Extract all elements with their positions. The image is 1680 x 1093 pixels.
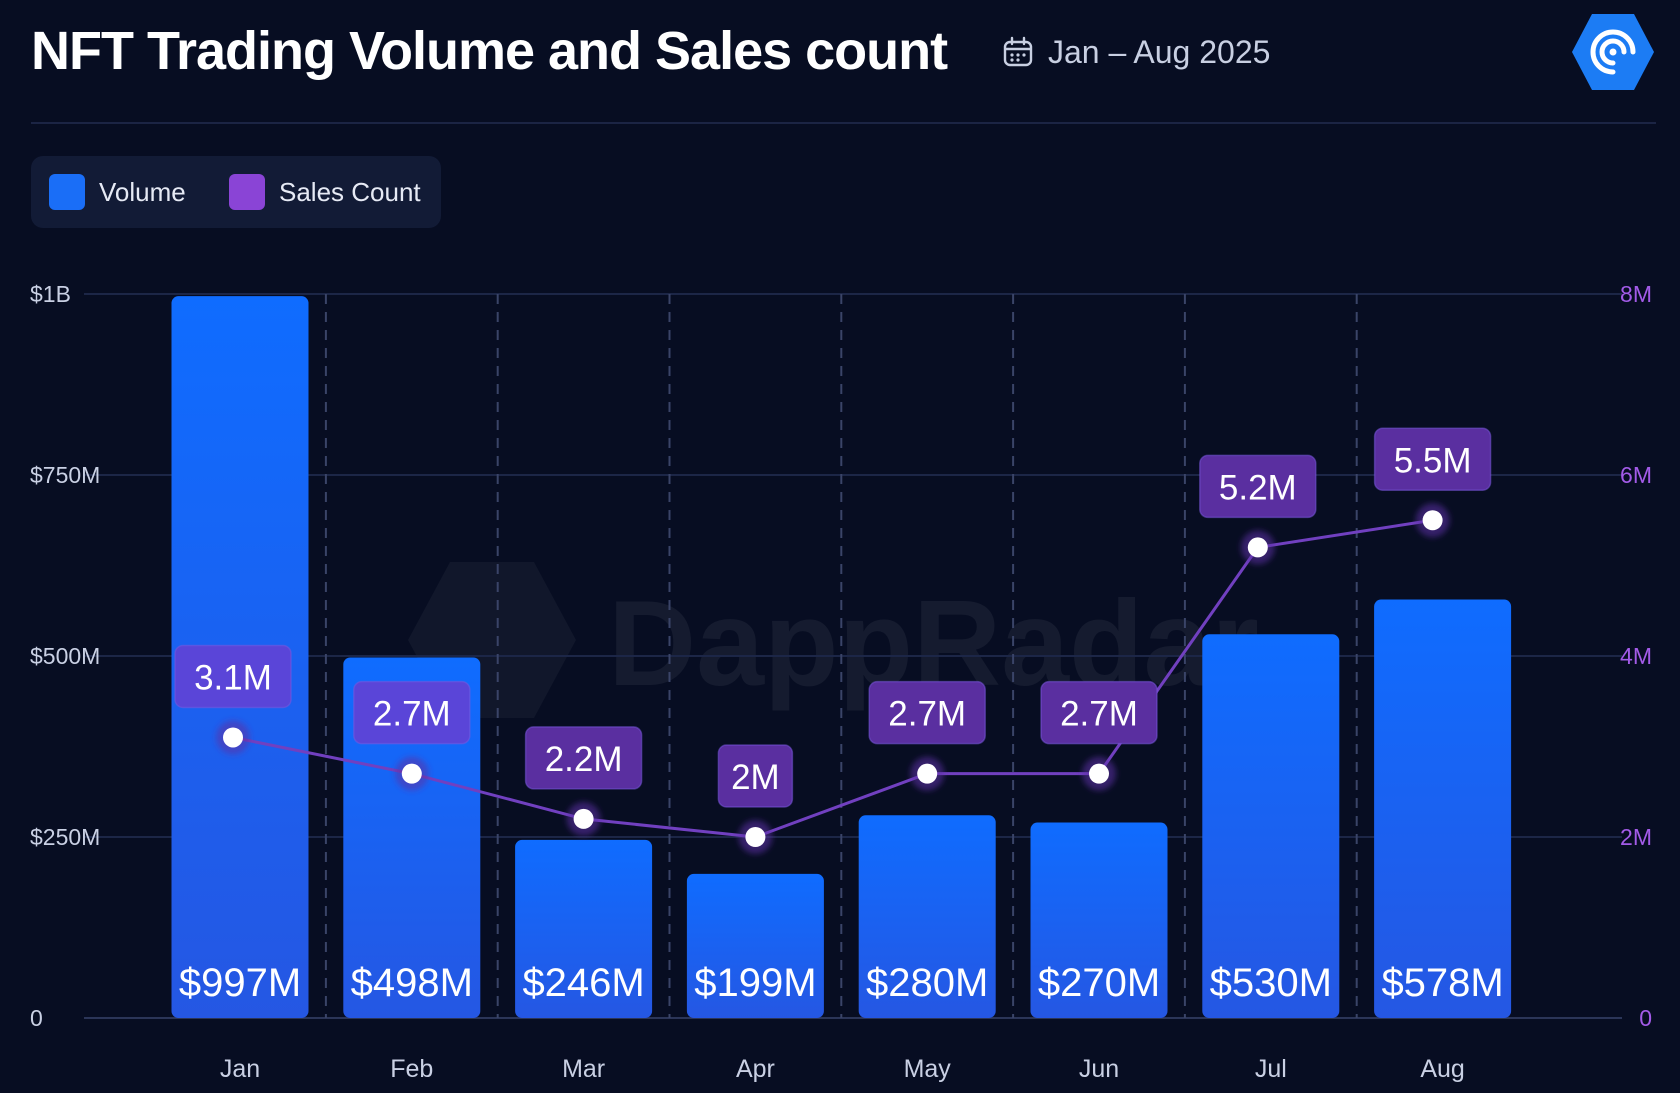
sales-count-point xyxy=(1089,763,1109,784)
bar-value-label: $280M xyxy=(866,961,988,1005)
point-label-box xyxy=(1040,680,1158,745)
bar-volume xyxy=(858,815,996,1018)
y-tick-label-right: 0 xyxy=(1639,1005,1652,1031)
x-tick-label: Apr xyxy=(736,1055,775,1083)
bar-volume xyxy=(686,873,824,1018)
dappradar-logo-icon[interactable] xyxy=(1572,12,1654,92)
y-tick-label-right: 6M xyxy=(1620,462,1652,488)
point-value-label: 3.1M xyxy=(194,658,272,697)
sales-count-point xyxy=(917,763,938,784)
y-tick-label-right: 4M xyxy=(1620,643,1652,669)
point-value-label: 5.2M xyxy=(1219,468,1297,507)
x-tick-label: Feb xyxy=(390,1055,433,1083)
bar-value-label: $199M xyxy=(694,961,816,1005)
bar-value-label: $246M xyxy=(522,961,644,1005)
legend-label-sales-count: Sales Count xyxy=(279,176,421,207)
legend-item-volume[interactable]: Volume xyxy=(49,174,186,210)
date-range-label: Jan – Aug 2025 xyxy=(1048,33,1271,70)
y-tick-label-left: $750M xyxy=(30,462,100,488)
point-value-label: 2.7M xyxy=(888,695,966,734)
legend-swatch-volume xyxy=(49,174,85,210)
point-value-label: 2.2M xyxy=(545,740,623,779)
sales-count-point xyxy=(745,827,766,847)
x-tick-label: Jan xyxy=(220,1055,260,1083)
chart-title: NFT Trading Volume and Sales count xyxy=(31,21,948,81)
bar-value-label: $498M xyxy=(351,961,473,1005)
bar-value-label: $270M xyxy=(1038,961,1160,1005)
point-label-box xyxy=(717,744,794,808)
point-value-label: 2.7M xyxy=(1060,695,1138,734)
legend-label-volume: Volume xyxy=(99,176,186,207)
header-divider xyxy=(31,122,1656,124)
y-tick-label-left: 0 xyxy=(30,1005,43,1031)
x-tick-label: Mar xyxy=(562,1055,605,1083)
sales-count-point xyxy=(223,727,243,748)
point-value-label: 2M xyxy=(731,758,780,797)
bar-volume xyxy=(1374,599,1512,1018)
point-label-box xyxy=(1373,427,1492,491)
point-label-box xyxy=(868,680,986,745)
bar-value-label: $530M xyxy=(1210,961,1332,1005)
bar-volume xyxy=(343,657,481,1018)
point-label-box xyxy=(174,644,292,709)
date-range: Jan – Aug 2025 xyxy=(1002,30,1270,74)
sales-count-line xyxy=(232,518,1433,839)
x-tick-label: Jul xyxy=(1255,1055,1287,1083)
y-tick-label-left: $500M xyxy=(30,643,100,669)
chart-header: NFT Trading Volume and Sales count Jan –… xyxy=(0,0,1680,122)
y-tick-label-left: $1B xyxy=(30,281,71,307)
sales-count-point xyxy=(1422,510,1443,531)
x-tick-label: Jun xyxy=(1079,1055,1119,1083)
bar-value-label: $997M xyxy=(179,961,301,1005)
x-tick-label: May xyxy=(904,1055,952,1083)
y-tick-label-right: 8M xyxy=(1620,281,1652,307)
point-label-box xyxy=(524,726,643,790)
point-label-box xyxy=(353,680,471,745)
legend-swatch-sales-count xyxy=(229,174,265,210)
sales-count-point xyxy=(573,808,594,829)
bar-value-label: $578M xyxy=(1381,961,1503,1005)
sales-count-point xyxy=(401,763,422,784)
point-value-label: 2.7M xyxy=(373,695,451,734)
calendar-icon xyxy=(1003,36,1033,67)
legend-item-sales-count[interactable]: Sales Count xyxy=(229,174,421,210)
y-tick-label-left: $250M xyxy=(30,824,100,850)
bar-volume xyxy=(515,839,653,1018)
point-label-box xyxy=(1199,454,1317,519)
bar-volume xyxy=(1202,634,1340,1018)
point-value-label: 5.5M xyxy=(1394,441,1472,480)
y-tick-label-right: 2M xyxy=(1620,824,1652,850)
bar-volume xyxy=(1030,822,1168,1018)
legend: Volume Sales Count xyxy=(31,156,441,228)
x-tick-label: Aug xyxy=(1420,1055,1464,1083)
sales-count-point xyxy=(1247,537,1268,558)
